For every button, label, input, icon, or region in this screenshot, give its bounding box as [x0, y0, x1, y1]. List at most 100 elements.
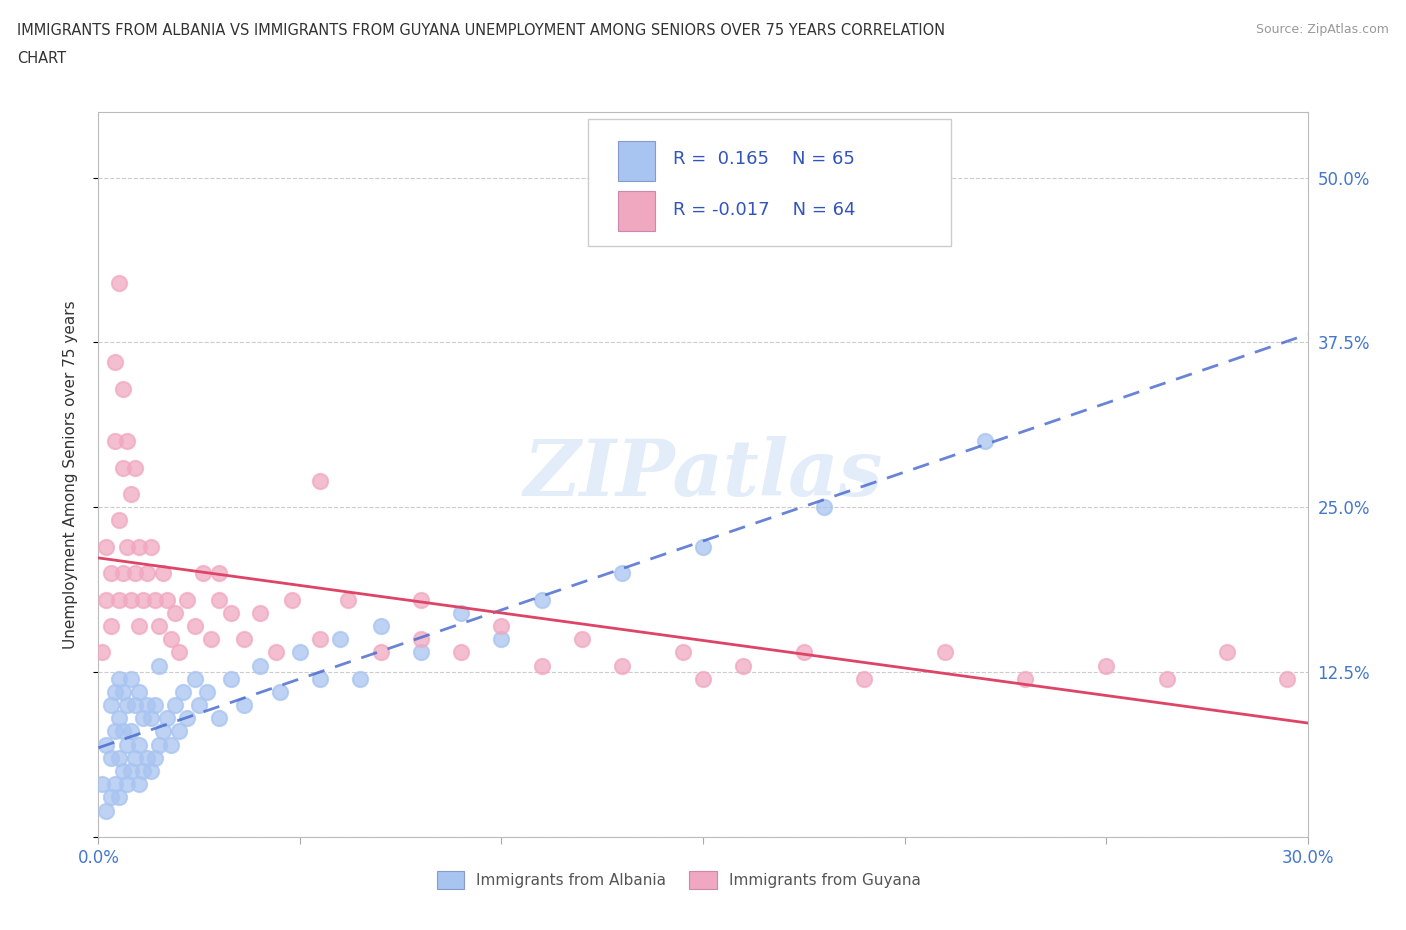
Point [111, 764, 134, 778]
Point [309, 631, 332, 646]
Point [221, 605, 243, 620]
Point [264, 644, 287, 659]
Point [409, 592, 432, 607]
Point [184, 671, 207, 686]
Point [232, 698, 254, 712]
FancyBboxPatch shape [619, 192, 655, 232]
Text: IMMIGRANTS FROM ALBANIA VS IMMIGRANTS FROM GUYANA UNEMPLOYMENT AMONG SENIORS OVE: IMMIGRANTS FROM ALBANIA VS IMMIGRANTS FR… [17, 23, 945, 38]
Point [128, 777, 150, 791]
Point [148, 737, 170, 752]
Point [450, 605, 472, 620]
Y-axis label: Unemployment Among Seniors over 75 years: Unemployment Among Seniors over 75 years [63, 300, 77, 648]
Point [115, 777, 138, 791]
Point [120, 592, 142, 607]
Point [148, 618, 170, 633]
Point [100, 790, 122, 804]
Point [160, 737, 183, 752]
Point [530, 658, 553, 673]
Point [249, 605, 271, 620]
Point [1277, 671, 1299, 686]
Point [309, 473, 332, 488]
Point [128, 684, 150, 699]
Point [692, 671, 714, 686]
Point [139, 711, 162, 725]
Point [128, 737, 150, 752]
Point [793, 644, 815, 659]
Point [195, 684, 218, 699]
Text: Source: ZipAtlas.com: Source: ZipAtlas.com [1256, 23, 1389, 36]
Point [135, 565, 157, 580]
FancyBboxPatch shape [619, 140, 655, 180]
Point [107, 751, 129, 765]
Point [370, 618, 392, 633]
Point [160, 631, 183, 646]
Point [148, 658, 170, 673]
Point [232, 631, 254, 646]
Point [100, 565, 122, 580]
Point [329, 631, 352, 646]
Point [100, 618, 122, 633]
Point [107, 711, 129, 725]
Point [132, 764, 155, 778]
Point [100, 698, 122, 712]
Point [193, 565, 215, 580]
Point [143, 698, 166, 712]
Point [337, 592, 360, 607]
Point [176, 711, 198, 725]
Point [184, 618, 207, 633]
Point [288, 644, 311, 659]
Point [612, 565, 634, 580]
Point [120, 671, 142, 686]
Point [115, 737, 138, 752]
Point [107, 592, 129, 607]
Point [96, 592, 118, 607]
Point [115, 698, 138, 712]
Point [124, 751, 146, 765]
Point [124, 698, 146, 712]
Point [409, 644, 432, 659]
Point [974, 434, 997, 449]
Point [853, 671, 876, 686]
Point [128, 618, 150, 633]
Point [163, 698, 186, 712]
Point [409, 631, 432, 646]
Point [96, 804, 118, 818]
Point [115, 539, 138, 554]
Point [1156, 671, 1178, 686]
Point [100, 751, 122, 765]
Point [269, 684, 291, 699]
Point [281, 592, 304, 607]
Point [103, 724, 125, 739]
Point [120, 486, 142, 501]
Point [1095, 658, 1118, 673]
Point [733, 658, 755, 673]
Point [176, 592, 198, 607]
Point [692, 539, 714, 554]
Point [249, 658, 271, 673]
Point [139, 764, 162, 778]
Point [208, 565, 231, 580]
Legend: Immigrants from Albania, Immigrants from Guyana: Immigrants from Albania, Immigrants from… [430, 865, 927, 895]
Point [120, 764, 142, 778]
Point [111, 565, 134, 580]
Text: R =  0.165    N = 65: R = 0.165 N = 65 [672, 150, 855, 167]
Point [530, 592, 553, 607]
Point [111, 381, 134, 396]
Point [370, 644, 392, 659]
Point [1014, 671, 1036, 686]
Point [111, 460, 134, 475]
Point [612, 658, 634, 673]
Point [208, 592, 231, 607]
Point [571, 631, 593, 646]
Point [132, 711, 155, 725]
Point [111, 684, 134, 699]
Text: R = -0.017    N = 64: R = -0.017 N = 64 [672, 201, 855, 219]
Point [221, 671, 243, 686]
Point [96, 539, 118, 554]
Point [124, 460, 146, 475]
Point [103, 684, 125, 699]
Point [143, 751, 166, 765]
Point [152, 565, 174, 580]
Text: ZIPatlas: ZIPatlas [523, 436, 883, 512]
Point [124, 565, 146, 580]
